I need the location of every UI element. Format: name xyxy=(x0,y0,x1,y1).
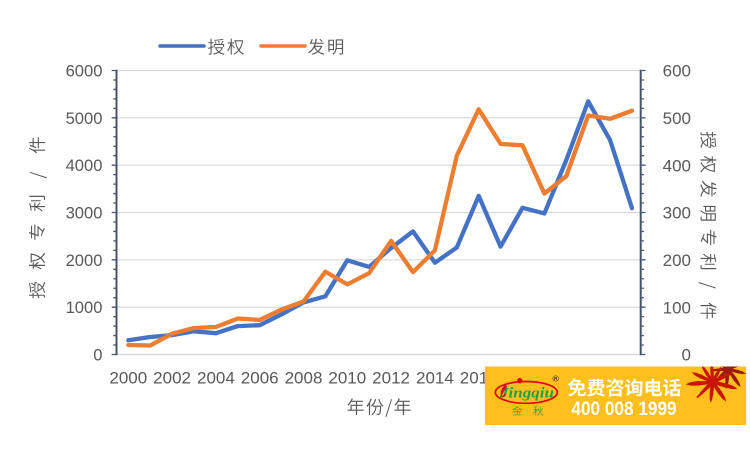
svg-text:300: 300 xyxy=(663,204,691,223)
svg-text:200: 200 xyxy=(663,251,691,270)
svg-text:400: 400 xyxy=(663,156,691,175)
svg-text:600: 600 xyxy=(663,62,691,81)
svg-text:2002: 2002 xyxy=(153,369,191,388)
svg-text:Jingqiu: Jingqiu xyxy=(499,386,554,402)
svg-text:0: 0 xyxy=(682,346,691,365)
svg-text:0: 0 xyxy=(93,346,102,365)
svg-text:2012: 2012 xyxy=(372,369,410,388)
svg-text:2000: 2000 xyxy=(109,369,147,388)
svg-text:1000: 1000 xyxy=(66,298,103,317)
svg-text:2006: 2006 xyxy=(241,369,279,388)
svg-text:3000: 3000 xyxy=(66,204,103,223)
svg-text:2010: 2010 xyxy=(328,369,366,388)
svg-text:2000: 2000 xyxy=(66,251,103,270)
svg-text:6000: 6000 xyxy=(66,62,103,81)
svg-text:2008: 2008 xyxy=(285,369,323,388)
svg-text:5000: 5000 xyxy=(66,109,103,128)
svg-text:4000: 4000 xyxy=(66,156,103,175)
svg-text:2004: 2004 xyxy=(197,369,235,388)
svg-text:400 008 1999: 400 008 1999 xyxy=(571,398,676,420)
svg-text:100: 100 xyxy=(663,298,691,317)
svg-text:500: 500 xyxy=(663,109,691,128)
svg-text:2014: 2014 xyxy=(416,369,454,388)
svg-text:®: ® xyxy=(553,374,560,384)
